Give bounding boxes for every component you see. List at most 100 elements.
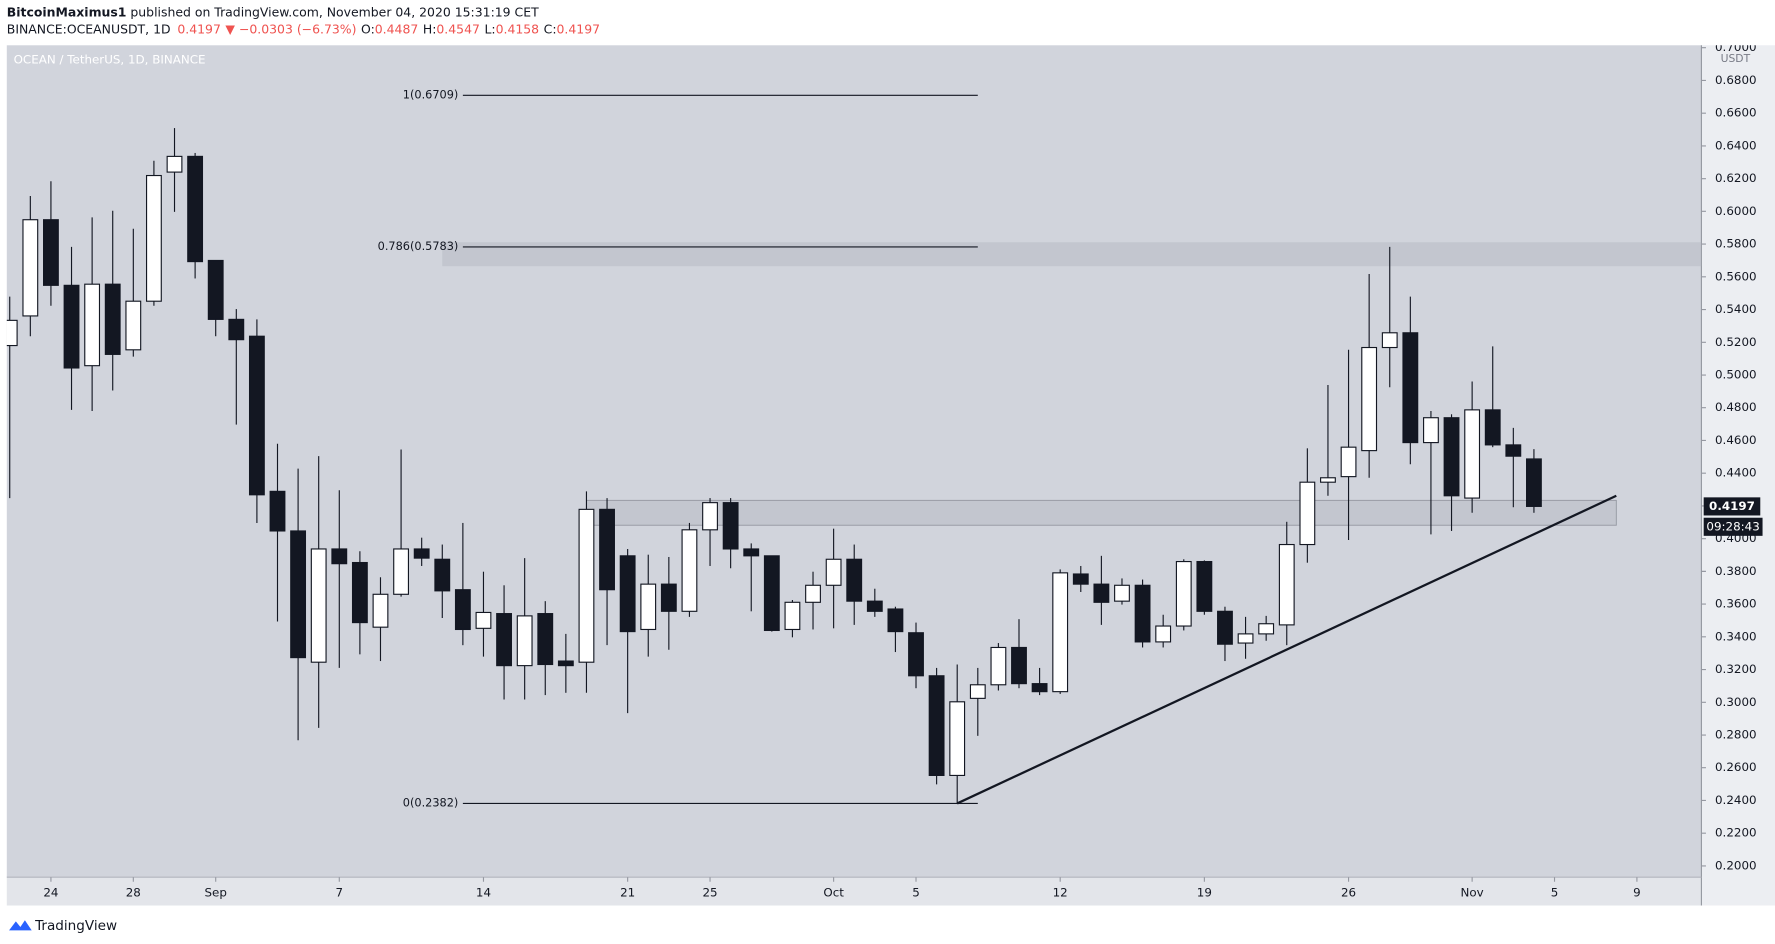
candle-body	[1526, 458, 1542, 507]
y-tick-label: 0.4400	[1715, 466, 1757, 480]
candle-body	[1381, 332, 1398, 349]
candle-body	[1031, 683, 1048, 693]
candle-body	[290, 530, 307, 659]
price-tag-label: 0.4197	[1709, 499, 1755, 513]
candle-body	[43, 219, 59, 286]
candle-body	[393, 548, 410, 595]
candle-body	[1175, 560, 1192, 627]
brand: TradingView	[34, 918, 117, 934]
candle-body	[248, 335, 265, 496]
candle-body	[1361, 346, 1378, 452]
candle-body	[743, 548, 760, 557]
candle-body	[6, 319, 18, 347]
candle-body	[660, 583, 677, 612]
ohlc-value: 0.4547	[436, 21, 480, 36]
candle-body	[1484, 409, 1501, 446]
x-tick-label: Sep	[205, 886, 227, 900]
x-tick-label: 26	[1341, 886, 1356, 900]
symbol: BINANCE:OCEANUSDT, 1D	[7, 21, 171, 36]
candle-body	[496, 613, 512, 667]
candle-body	[722, 502, 739, 550]
ohlc-key: L:	[484, 21, 495, 36]
candle-body	[702, 502, 718, 531]
y-unit: USDT	[1721, 52, 1751, 65]
ohlc-key: C:	[544, 21, 557, 36]
price-axis	[1701, 45, 1775, 906]
candle-body	[1320, 477, 1336, 483]
ohlc-key: H:	[423, 21, 437, 36]
candle-body	[928, 675, 945, 777]
fib-label: 0.786(0.5783)	[378, 240, 459, 253]
candle-body	[187, 155, 204, 263]
y-tick-label: 0.2000	[1715, 858, 1757, 872]
candle-body	[63, 284, 80, 369]
x-tick-label: 7	[336, 886, 344, 900]
ohlc-value: 0.4158	[496, 21, 540, 36]
candle-body	[1011, 646, 1027, 685]
x-tick-label: 21	[620, 886, 635, 900]
candle-body	[331, 548, 348, 565]
candle-body	[166, 155, 183, 173]
candle-body	[207, 259, 224, 320]
candle-body	[969, 684, 986, 699]
candle-body	[1402, 332, 1419, 444]
y-tick-label: 0.5800	[1715, 237, 1757, 251]
candle-body	[22, 219, 39, 317]
candle-body	[145, 174, 162, 302]
countdown-label: 09:28:43	[1706, 519, 1759, 533]
candle-body	[578, 508, 595, 663]
candle-body	[1278, 543, 1295, 626]
change: ▼ −0.0303 (−6.73%)	[225, 21, 356, 36]
price-tags: 0.4197 09:28:43	[1703, 497, 1763, 536]
candle-body	[310, 548, 327, 663]
header-line: BitcoinMaximus1 published on TradingView…	[7, 4, 539, 19]
x-tick-label: 5	[912, 886, 920, 900]
candle-body	[413, 548, 430, 559]
y-tick-label: 0.6200	[1715, 171, 1757, 185]
y-tick-label: 0.3000	[1715, 695, 1757, 709]
x-tick-label: Oct	[823, 886, 844, 900]
trend-line	[956, 494, 1617, 805]
y-tick-label: 0.3800	[1715, 564, 1757, 578]
candle-body	[516, 615, 533, 667]
candle-body	[104, 283, 121, 355]
candle-body	[990, 646, 1007, 686]
y-tick-label: 0.5200	[1715, 335, 1757, 349]
candle-body	[866, 600, 883, 612]
y-tick-label: 0.5400	[1715, 302, 1757, 316]
ohlc-value: 0.4197	[557, 21, 601, 36]
candle-body	[763, 555, 780, 632]
x-tick-label: 25	[702, 886, 717, 900]
fib-label: 1(0.6709)	[403, 88, 459, 101]
x-tick-label: Nov	[1461, 886, 1484, 900]
candle-body	[1217, 610, 1233, 645]
candle-body	[228, 318, 245, 341]
candle-body	[1052, 572, 1069, 693]
candle-body	[949, 701, 966, 777]
candle-body	[84, 283, 101, 367]
candle-body	[1505, 444, 1522, 457]
candle-body	[351, 561, 368, 624]
candle-body	[475, 611, 492, 629]
x-tick-label: 5	[1551, 886, 1559, 900]
candle-body	[1258, 623, 1275, 635]
y-tick-label: 0.3600	[1715, 597, 1757, 611]
plot: 1(0.6709) 0.786(0.5783) 0(0.2382)	[6, 88, 1702, 809]
candle-body	[1155, 625, 1172, 643]
x-tick-label: 12	[1053, 886, 1068, 900]
y-tick-label: 0.3400	[1715, 629, 1757, 643]
candle-body	[372, 593, 389, 628]
ohlc-key: O:	[361, 21, 375, 36]
zone	[586, 499, 1617, 526]
candle-body	[1340, 446, 1357, 478]
x-tick-label: 19	[1197, 886, 1212, 900]
plot-area	[6, 45, 1702, 878]
x-tick-label: 28	[126, 886, 141, 900]
candle-body	[125, 300, 142, 351]
published: published on TradingView.com, November 0…	[126, 4, 539, 19]
logo-icon	[9, 920, 32, 931]
candle-body	[1464, 409, 1481, 499]
ohlc-value: 0.4487	[375, 21, 419, 36]
y-tick-label: 0.2600	[1715, 760, 1757, 774]
candle-body	[681, 529, 698, 612]
